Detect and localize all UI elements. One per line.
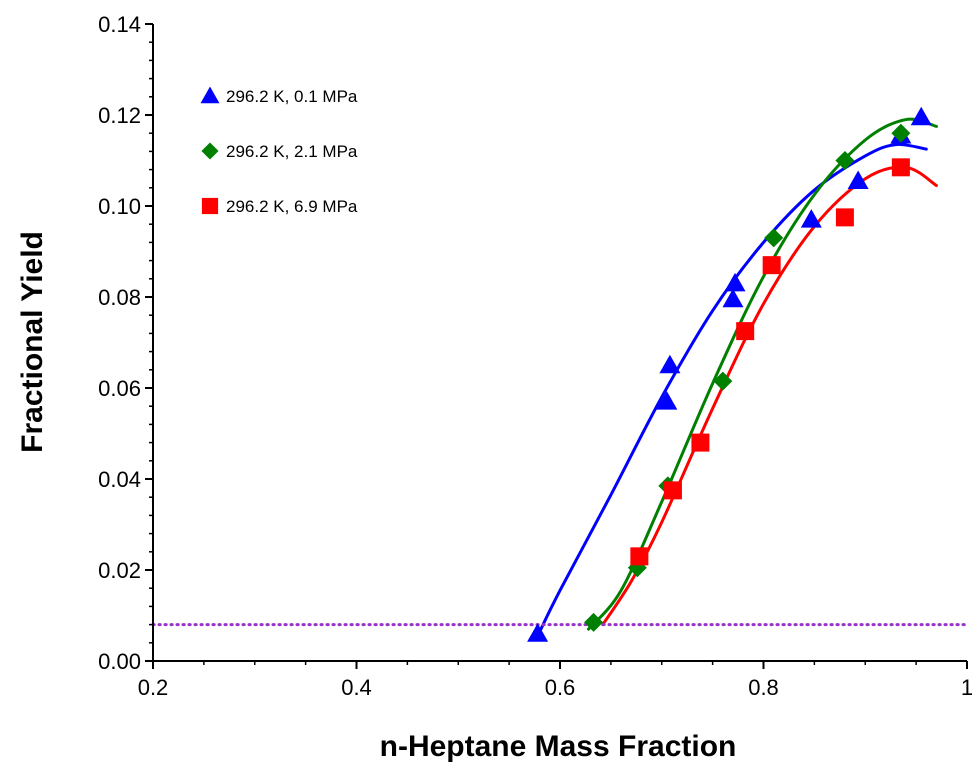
axes <box>145 23 968 669</box>
data-point-series-3-3 <box>691 433 710 452</box>
data-point-series-1-2 <box>656 391 678 410</box>
data-point-series-1-1 <box>527 623 549 642</box>
legend-label-series-1: 296.2 K, 0.1 MPa <box>226 87 358 106</box>
data-point-series-1-5 <box>724 272 746 292</box>
data-point-series-2-7 <box>891 123 911 143</box>
data-point-series-3-4 <box>736 322 755 341</box>
fit-curve-series-1 <box>536 142 928 638</box>
x-tick-label: 1 <box>961 675 973 700</box>
legend-marker-series-2 <box>201 142 219 160</box>
data-point-series-3-2 <box>663 481 682 500</box>
fit-curves <box>536 117 938 638</box>
y-tick-label: 0.04 <box>98 467 141 492</box>
data-point-series-1-3 <box>659 354 681 374</box>
data-markers <box>527 106 932 642</box>
y-tick-label: 0.14 <box>98 12 141 37</box>
data-point-series-2-6 <box>835 151 855 170</box>
x-axis-title: n-Heptane Mass Fraction <box>380 730 737 763</box>
data-point-series-3-7 <box>891 158 910 177</box>
x-tick-label: 0.8 <box>748 675 779 700</box>
data-point-series-3-1 <box>630 547 649 566</box>
y-tick-label: 0.10 <box>98 194 141 219</box>
data-point-series-1-9 <box>910 106 932 126</box>
legend: 296.2 K, 0.1 MPa 296.2 K, 2.1 MPa 296.2 K,… <box>200 86 358 216</box>
data-point-series-2-4 <box>713 371 733 391</box>
legend-marker-series-3 <box>201 197 219 215</box>
data-point-series-3-5 <box>762 256 781 275</box>
legend-label-series-3: 296.2 K, 6.9 MPa <box>226 197 358 216</box>
y-tick-label: 0.02 <box>98 558 141 583</box>
x-tick-label: 0.2 <box>138 675 169 700</box>
y-tick-label: 0.06 <box>98 376 141 401</box>
x-tick-label: 0.6 <box>545 675 576 700</box>
legend-label-series-2: 296.2 K, 2.1 MPa <box>226 142 358 161</box>
y-axis-title: Fractional Yield <box>16 231 49 453</box>
data-point-series-2-1 <box>584 612 604 632</box>
legend-marker-series-1 <box>200 86 220 104</box>
y-tick-label: 0.12 <box>98 103 141 128</box>
data-point-series-1-7 <box>847 170 869 189</box>
data-point-series-1-4 <box>722 288 744 308</box>
y-tick-label: 0.08 <box>98 285 141 310</box>
data-point-series-1-6 <box>800 209 822 228</box>
data-point-series-2-5 <box>764 228 784 248</box>
tick-labels: 0.00 0.02 0.04 0.06 0.08 0.10 0.12 0.14 0.2 0.4 0.… <box>98 12 973 700</box>
x-tick-label: 0.4 <box>341 675 372 700</box>
data-point-series-3-6 <box>835 208 854 227</box>
y-tick-label: 0.00 <box>98 649 141 674</box>
